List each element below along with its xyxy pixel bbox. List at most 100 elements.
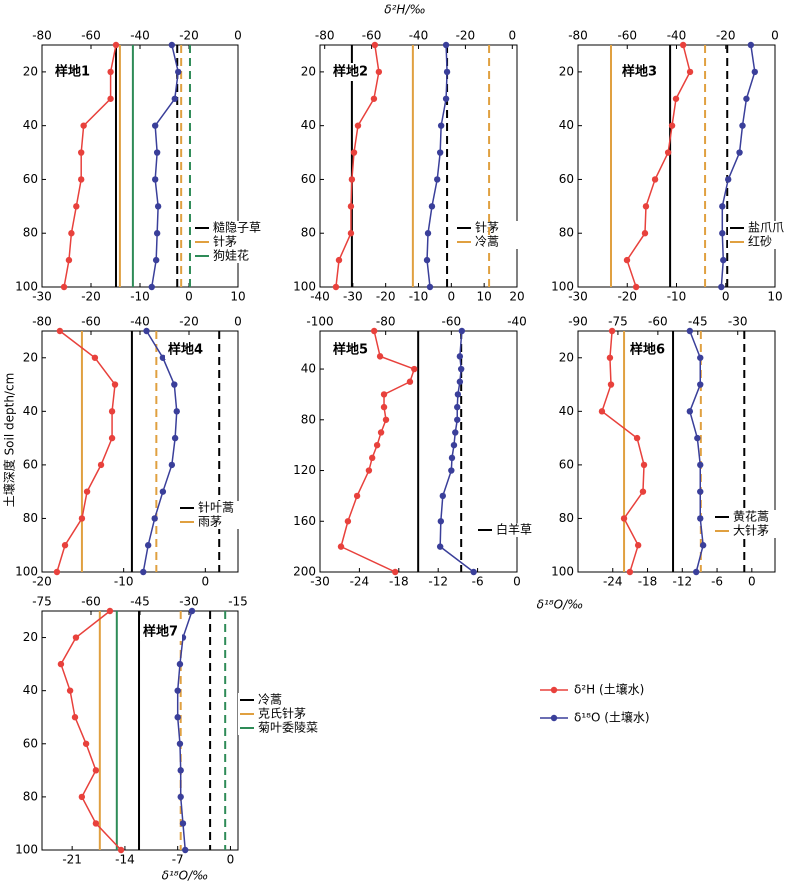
data-point: [736, 149, 743, 156]
data-point: [176, 740, 184, 747]
series-line: [340, 330, 416, 573]
top-tick-label: -60: [442, 315, 462, 329]
top-tick-label: -100: [306, 315, 333, 329]
data-point: [719, 203, 726, 210]
data-point: [426, 283, 434, 291]
top-tick-label: 0: [234, 29, 242, 43]
data-point: [423, 256, 431, 264]
data-point: [697, 461, 704, 469]
data-point: [151, 515, 158, 522]
data-point: [61, 542, 69, 549]
data-point: [598, 408, 606, 415]
data-point: [106, 607, 114, 615]
bottom-tick-label: -24: [603, 575, 623, 589]
data-point: [434, 176, 441, 183]
bottom-tick-label: 0: [227, 853, 235, 867]
data-point: [344, 518, 352, 525]
data-point: [651, 176, 659, 183]
top-tick-label: 0: [508, 29, 516, 43]
data-point: [348, 176, 356, 183]
panel-title: 样地7: [143, 624, 178, 640]
data-point: [380, 391, 388, 398]
data-point: [626, 568, 634, 576]
bottom-tick-label: -30: [568, 290, 588, 304]
legend-bg: [713, 524, 783, 538]
data-point: [686, 327, 694, 335]
data-point: [454, 391, 462, 398]
data-point: [148, 283, 155, 291]
data-point: [173, 408, 180, 415]
data-point: [347, 230, 355, 237]
data-point: [458, 327, 466, 335]
data-point: [168, 41, 176, 49]
bottom-tick-label: -40: [310, 290, 330, 304]
data-point: [641, 230, 649, 237]
data-point: [456, 353, 464, 360]
bottom-tick-label: 0: [448, 290, 456, 304]
legend-label: 菊叶委陵菜: [258, 721, 318, 735]
bottom-tick-label: -12: [672, 575, 692, 589]
series-line: [426, 44, 448, 288]
top-tick-label: -80: [315, 29, 335, 43]
legend-bg: [238, 707, 308, 721]
y-tick-label: 20: [23, 64, 38, 78]
data-point: [623, 256, 631, 264]
data-point: [382, 416, 390, 423]
bottom-tick-label: 10: [767, 290, 782, 304]
top-tick-label: -75: [608, 315, 628, 329]
data-point: [174, 687, 181, 694]
data-point: [699, 542, 707, 549]
data-point: [111, 381, 119, 388]
title-bg: [165, 341, 207, 359]
data-point: [448, 454, 456, 462]
data-point: [373, 441, 381, 449]
data-point: [112, 41, 120, 49]
legend-bg: [193, 249, 263, 263]
data-point: [83, 488, 91, 495]
y-tick-label: 80: [559, 511, 574, 525]
data-point: [66, 687, 74, 694]
data-point: [140, 568, 147, 576]
data-point: [72, 634, 80, 641]
data-point: [335, 256, 343, 264]
y-tick-label: 100: [15, 280, 38, 294]
panel-title: 样地5: [333, 342, 368, 358]
bottom-tick-label: -21: [62, 853, 82, 867]
data-point: [452, 429, 459, 436]
top-tick-label: -40: [130, 315, 150, 329]
title-bg: [140, 623, 182, 641]
data-point: [694, 434, 701, 442]
panel-title: 样地3: [622, 64, 657, 80]
y-tick-label: 100: [293, 280, 316, 294]
data-point: [60, 283, 68, 291]
legend-label: 克氏针茅: [258, 706, 306, 721]
data-point: [332, 283, 340, 291]
data-point: [436, 149, 444, 156]
data-point: [176, 660, 184, 668]
data-point: [337, 543, 345, 550]
data-point: [633, 434, 641, 442]
bottom-tick-label: 0: [748, 575, 756, 589]
legend-label: 大针茅: [733, 523, 769, 538]
legend-label: 针叶蒿: [198, 500, 234, 515]
bottom-tick-label: -30: [32, 290, 52, 304]
y-tick-label: 60: [23, 457, 38, 471]
title-bg: [627, 341, 669, 359]
y-tick-label: 60: [559, 172, 574, 186]
top-tick-label: -15: [228, 595, 248, 609]
y-tick-label: 20: [559, 350, 574, 364]
data-point: [743, 95, 750, 102]
data-point: [53, 568, 61, 576]
data-point: [411, 365, 418, 373]
top-axis-label: δ²H/‰: [384, 3, 425, 17]
legend-label: 针茅: [475, 220, 499, 235]
data-point: [437, 518, 445, 525]
top-tick-label: 0: [771, 29, 779, 43]
data-point: [697, 381, 704, 388]
top-tick-label: -40: [507, 315, 527, 329]
legend-bg: [238, 721, 308, 735]
bottom-tick-label: -12: [428, 575, 448, 589]
title-bg: [330, 341, 372, 359]
bottom-tick-label: -20: [376, 290, 396, 304]
data-point: [107, 68, 114, 76]
